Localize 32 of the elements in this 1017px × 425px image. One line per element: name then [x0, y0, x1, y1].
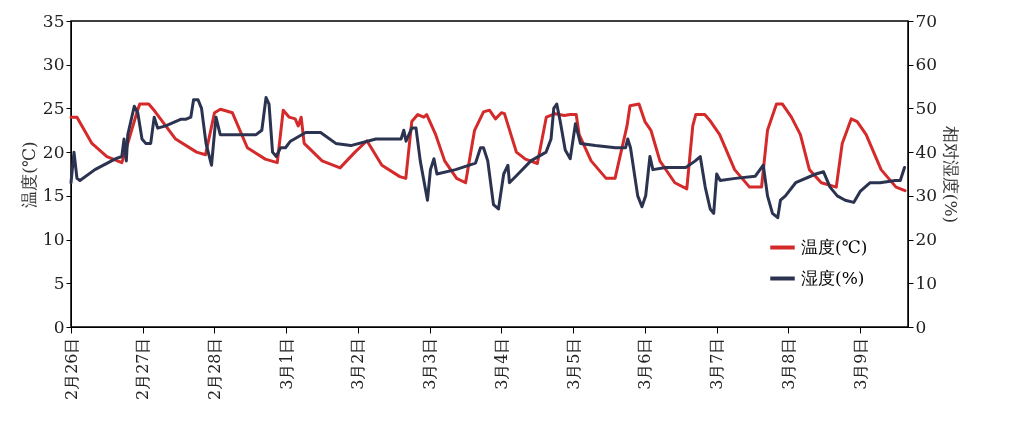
y-tick-label: 35 — [42, 10, 65, 31]
y2-tick-label: 50 — [915, 97, 938, 118]
x-tick-label: 3月5日 — [563, 337, 583, 390]
x-tick-label: 2月28日 — [204, 337, 224, 401]
legend-label: 湿度(%) — [801, 267, 865, 288]
y-tick-label: 10 — [42, 229, 65, 250]
y2-tick-label: 30 — [915, 185, 938, 206]
y2-tick-label: 70 — [915, 10, 938, 31]
y-axis-title: 温度(℃) — [18, 141, 39, 208]
x-tick-label: 3月9日 — [850, 337, 870, 390]
x-tick-label: 3月8日 — [778, 337, 798, 390]
y2-tick-label: 60 — [915, 54, 938, 75]
y2-tick-label: 40 — [915, 141, 938, 162]
y2-tick-label: 20 — [915, 229, 938, 250]
x-tick-label: 3月1日 — [276, 337, 296, 390]
y-tick-label: 0 — [53, 316, 65, 337]
y2-axis-title: 相对湿度(%) — [941, 125, 962, 224]
legend-label: 温度(℃) — [801, 236, 868, 257]
y-tick-label: 5 — [53, 272, 65, 293]
y-tick-label: 15 — [42, 185, 65, 206]
x-tick-label: 3月3日 — [420, 337, 440, 390]
x-tick-label: 3月7日 — [707, 337, 727, 390]
y-tick-label: 25 — [42, 97, 65, 118]
y2-tick-label: 0 — [915, 316, 927, 337]
x-tick-label: 2月26日 — [61, 337, 81, 401]
y-tick-label: 20 — [42, 141, 65, 162]
x-tick-label: 3月4日 — [491, 337, 511, 390]
x-tick-label: 2月27日 — [133, 337, 153, 401]
x-tick-label: 3月6日 — [635, 337, 655, 390]
y-tick-label: 30 — [42, 54, 65, 75]
x-tick-label: 3月2日 — [348, 337, 368, 390]
y2-tick-label: 10 — [915, 272, 938, 293]
